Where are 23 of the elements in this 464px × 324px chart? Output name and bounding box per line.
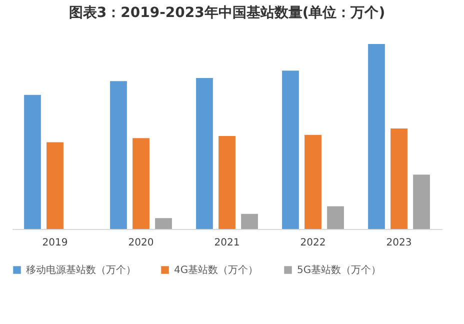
bar bbox=[282, 70, 299, 229]
bar bbox=[24, 94, 41, 229]
x-tick-label: 2020 bbox=[128, 238, 154, 248]
bar bbox=[218, 136, 236, 229]
bar bbox=[196, 78, 213, 229]
x-tick-label: 2023 bbox=[386, 238, 412, 248]
bar bbox=[304, 134, 322, 229]
legend-label: 5G基站数（万个） bbox=[297, 264, 382, 276]
x-tick-label: 2019 bbox=[42, 238, 68, 248]
bar bbox=[327, 206, 344, 229]
bar bbox=[132, 138, 150, 229]
x-tick-label: 2022 bbox=[300, 238, 326, 248]
bar bbox=[46, 142, 64, 229]
legend-label: 移动电源基站数（万个） bbox=[26, 264, 136, 276]
bar bbox=[155, 218, 172, 229]
bar bbox=[390, 128, 408, 229]
legend-label: 4G基站数（万个） bbox=[174, 264, 258, 276]
bar bbox=[241, 214, 258, 229]
chart-title: 图表3：2019-2023年中国基站数量(单位：万个) bbox=[68, 5, 386, 21]
bar bbox=[413, 174, 430, 229]
bar bbox=[368, 44, 385, 229]
x-tick-label: 2021 bbox=[214, 238, 240, 248]
bar bbox=[110, 81, 127, 229]
